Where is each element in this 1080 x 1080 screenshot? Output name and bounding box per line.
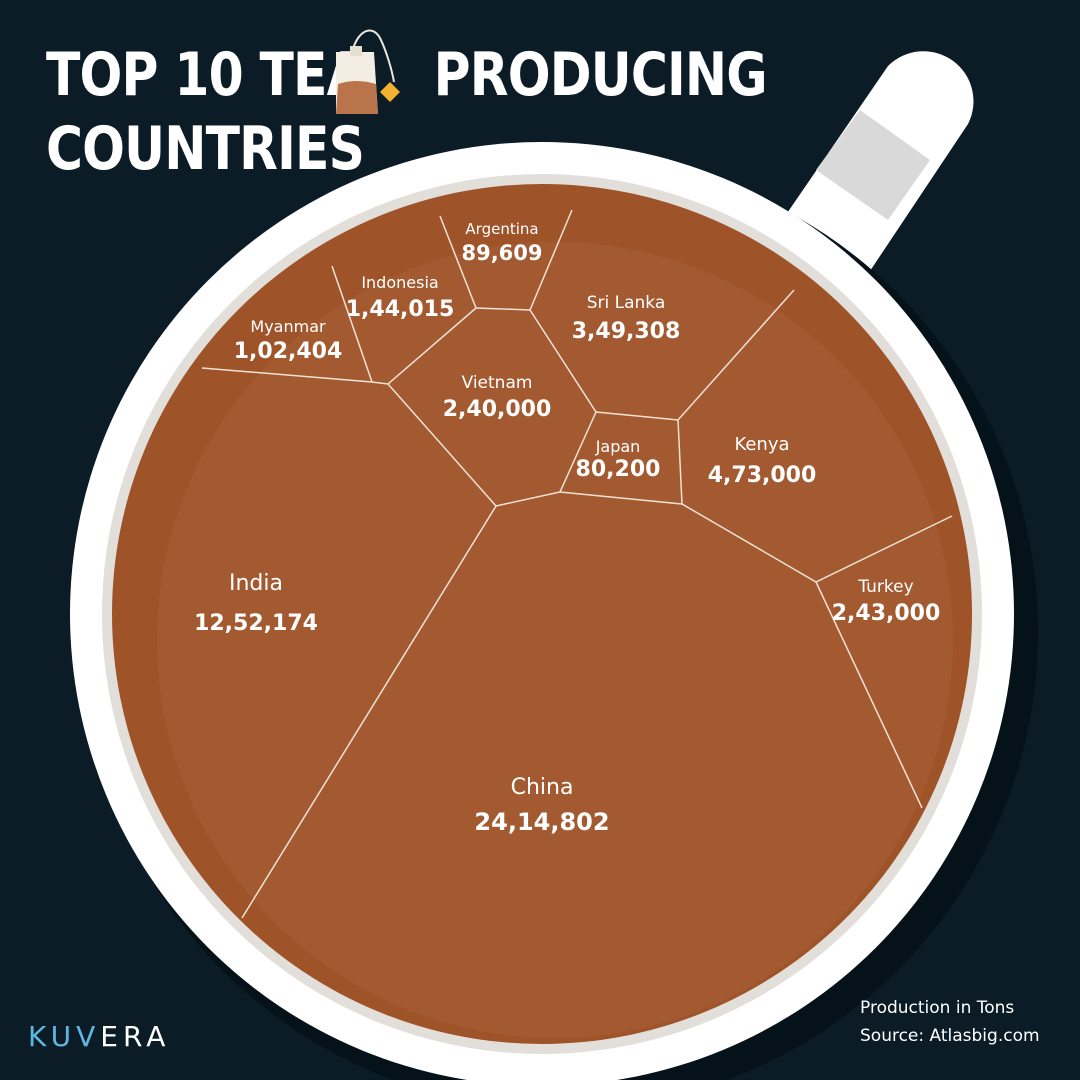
value-kenya: 4,73,000 — [708, 463, 817, 488]
label-kenya: Kenya — [734, 434, 789, 455]
cell-border-4 — [439, 215, 477, 309]
label-vietnam: Vietnam — [462, 373, 533, 393]
cell-border-11 — [815, 581, 923, 809]
source-note: Source: Atlasbig.com — [860, 1026, 1040, 1046]
tea-bag-icon — [336, 29, 400, 114]
label-india: India — [229, 571, 283, 596]
label-indonesia: Indonesia — [361, 273, 438, 292]
tea-surface — [112, 184, 972, 1044]
value-turkey: 2,43,000 — [832, 601, 941, 626]
cell-border-2 — [331, 265, 373, 383]
cell-border-3 — [387, 307, 477, 385]
data-labels: China 24,14,802 India 12,52,174 Kenya 4,73,00… — [194, 220, 940, 836]
label-japan: Japan — [595, 437, 641, 456]
value-japan: 80,200 — [576, 457, 661, 482]
label-myanmar: Myanmar — [250, 317, 326, 336]
logo-part2: ERA — [100, 1020, 171, 1053]
title-line1-part1: TOP 10 TEA — [46, 40, 366, 110]
value-india: 12,52,174 — [194, 611, 318, 636]
label-sri-lanka: Sri Lanka — [587, 293, 666, 313]
title-line1-part2: PRODUCING — [433, 40, 768, 110]
cell-border-7 — [387, 383, 497, 507]
value-myanmar: 1,02,404 — [234, 339, 343, 364]
label-argentina: Argentina — [465, 220, 538, 238]
voronoi-cells — [201, 209, 953, 919]
footnote: Production in Tons Source: Atlasbig.com — [860, 994, 1040, 1050]
value-sri-lanka: 3,49,308 — [572, 319, 681, 344]
units-note: Production in Tons — [860, 998, 1015, 1018]
tea-highlight — [157, 242, 953, 1038]
logo-part1: KUV — [28, 1020, 101, 1053]
label-turkey: Turkey — [857, 577, 913, 597]
value-vietnam: 2,40,000 — [443, 397, 552, 422]
cell-border-12 — [241, 505, 497, 919]
value-argentina: 89,609 — [461, 241, 542, 265]
kuvera-logo: KUVERA — [28, 1020, 170, 1053]
value-indonesia: 1,44,015 — [346, 297, 455, 322]
label-china: China — [511, 775, 574, 800]
title-line2: COUNTRIES — [46, 114, 365, 184]
cell-border-6 — [529, 289, 795, 421]
value-china: 24,14,802 — [474, 808, 609, 836]
page-title: TOP 10 TEA PRODUCING COUNTRIES — [46, 38, 768, 186]
